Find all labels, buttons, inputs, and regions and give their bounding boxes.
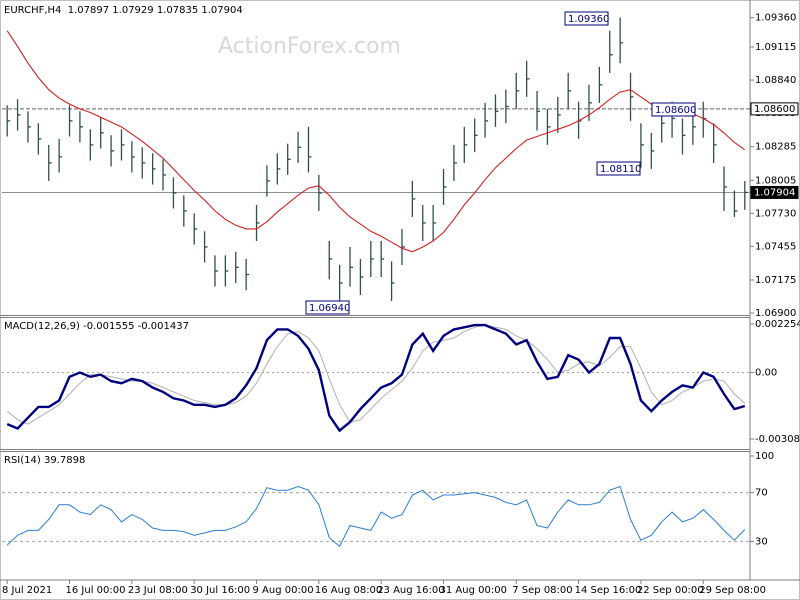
annotation-label: 1.08110: [600, 164, 641, 175]
x-tick-label: 16 Aug 08:00: [315, 585, 382, 596]
y-tick-label: 1.09360: [755, 13, 796, 24]
x-tick-label: 8 Jul 2021: [2, 585, 52, 596]
x-tick-label: 29 Sep 08:00: [699, 585, 766, 596]
x-tick-label: 22 Sep 00:00: [637, 585, 704, 596]
y-tick-label: 1.07455: [755, 241, 796, 252]
y-tick-label: 0.002254: [755, 319, 800, 330]
rsi-line: [6, 485, 746, 548]
y-tick-label: 0.00: [755, 367, 777, 378]
x-tick-label: 14 Sep 16:00: [575, 585, 642, 596]
watermark: ActionForex.com: [218, 34, 401, 59]
y-tick-label: 70: [755, 488, 768, 499]
x-tick-label: 16 Jul 00:00: [66, 585, 126, 596]
y-tick-label: 1.08285: [755, 142, 796, 153]
x-tick-label: 23 Aug 16:00: [377, 585, 444, 596]
annotation-box: [305, 300, 350, 315]
annotation-label: 1.06940: [309, 303, 350, 314]
y-tick-label: 30: [755, 536, 768, 547]
macd-line: [6, 323, 746, 433]
annotation-label: 1.09360: [568, 14, 609, 25]
y-tick-label: 1.08005: [755, 175, 796, 186]
price-tag: [750, 185, 799, 199]
x-tick-label: 7 Sep 08:00: [512, 585, 572, 596]
x-tick-label: 30 Jul 16:00: [190, 585, 250, 596]
macd-header: MACD(12,26,9) -0.001555 -0.001437: [4, 321, 189, 332]
price-tag: [750, 102, 799, 116]
y-tick-label: 1.06900: [755, 308, 796, 319]
price-tag-label: 1.07904: [754, 187, 795, 198]
x-tick-label: 23 Jul 08:00: [128, 585, 188, 596]
price-header: EURCHF,H4 1.07897 1.07929 1.07835 1.0790…: [4, 5, 243, 16]
annotation-box: [651, 102, 696, 117]
rsi-header: RSI(14) 39.7898: [4, 455, 85, 466]
x-tick-label: 9 Aug 00:00: [253, 585, 314, 596]
annotation-box: [596, 161, 641, 176]
y-tick-label: 1.09115: [755, 42, 796, 53]
price-tag-label: 1.08600: [754, 104, 795, 115]
y-tick-label: 1.08840: [755, 75, 796, 86]
y-tick-label: -0.003088: [755, 434, 800, 445]
y-tick-label: 100: [755, 451, 774, 462]
y-tick-label: 1.07175: [755, 275, 796, 286]
x-tick-label: 31 Aug 00:00: [440, 585, 507, 596]
annotation-box: [564, 11, 609, 26]
y-tick-label: 1.07730: [755, 208, 796, 219]
moving-average: [6, 30, 746, 253]
annotation-label: 1.08600: [655, 105, 696, 116]
